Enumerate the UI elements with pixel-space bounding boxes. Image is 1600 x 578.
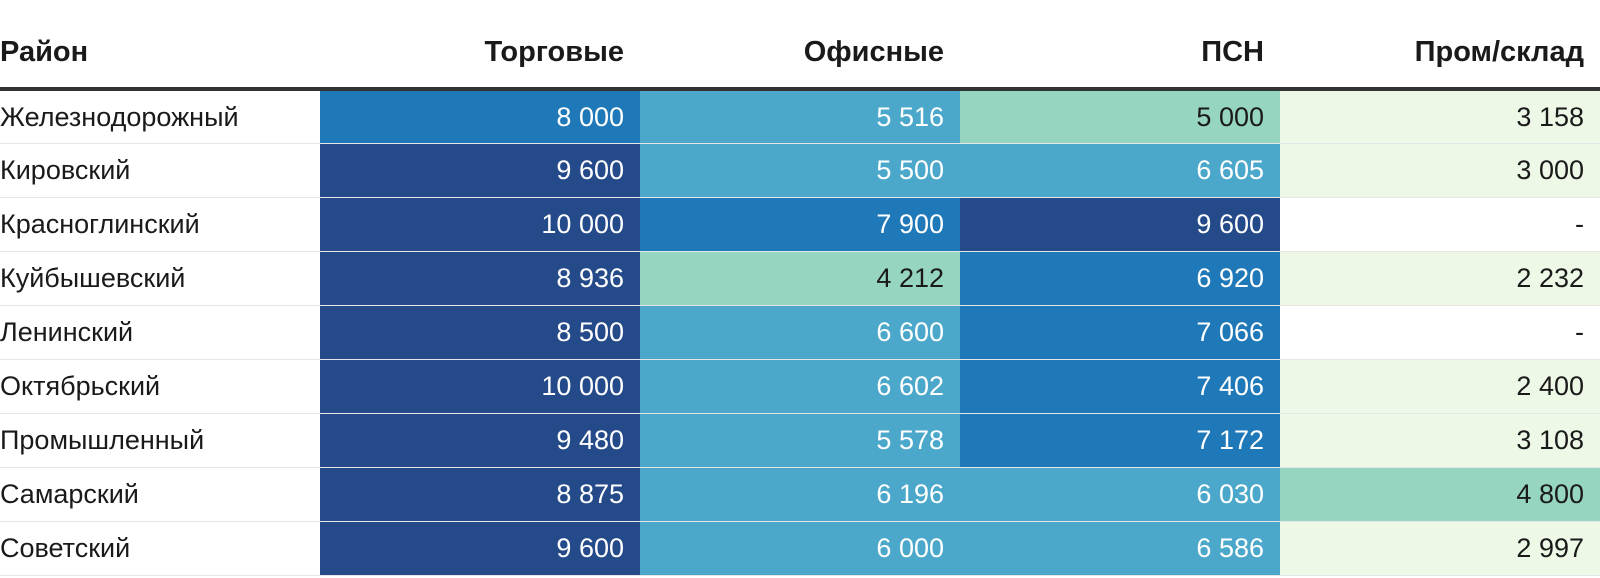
cell-office: 6 196 xyxy=(640,467,960,522)
cell-psn: 6 605 xyxy=(960,143,1280,198)
table-row: Советский 9 600 6 000 6 586 2 997 xyxy=(0,521,1600,576)
cell-district: Железнодорожный xyxy=(0,89,320,144)
cell-retail: 8 500 xyxy=(320,305,640,360)
cell-district: Красноглинский xyxy=(0,197,320,252)
cell-industrial-warehouse: 2 400 xyxy=(1280,359,1600,414)
cell-psn: 5 000 xyxy=(960,89,1280,144)
cell-industrial-warehouse: 3 108 xyxy=(1280,413,1600,468)
table-header: Район Торговые Офисные ПСН Пром/склад xyxy=(0,0,1600,91)
cell-office: 6 602 xyxy=(640,359,960,414)
cell-psn: 6 586 xyxy=(960,521,1280,576)
column-header-retail: Торговые xyxy=(320,0,640,91)
column-header-district: Район xyxy=(0,0,320,91)
cell-industrial-warehouse: 3 000 xyxy=(1280,143,1600,198)
column-header-industrial-warehouse: Пром/склад xyxy=(1280,0,1600,91)
table-row: Ленинский 8 500 6 600 7 066- xyxy=(0,305,1600,360)
cell-district: Советский xyxy=(0,521,320,576)
cell-retail: 8 936 xyxy=(320,251,640,306)
cell-office: 5 516 xyxy=(640,89,960,144)
cell-industrial-warehouse: 2 997 xyxy=(1280,521,1600,576)
cell-industrial-warehouse: - xyxy=(1280,197,1600,252)
table-row: Куйбышевский 8 936 4 212 6 920 2 232 xyxy=(0,251,1600,306)
cell-district: Самарский xyxy=(0,467,320,522)
cell-office: 5 500 xyxy=(640,143,960,198)
cell-retail: 8 000 xyxy=(320,89,640,144)
cell-district: Кировский xyxy=(0,143,320,198)
table-row: Октябрьский 10 000 6 602 7 406 2 400 xyxy=(0,359,1600,414)
cell-psn: 7 172 xyxy=(960,413,1280,468)
cell-retail: 10 000 xyxy=(320,197,640,252)
column-header-psn: ПСН xyxy=(960,0,1280,91)
cell-industrial-warehouse: 4 800 xyxy=(1280,467,1600,522)
cell-retail: 9 480 xyxy=(320,413,640,468)
table-row: Красноглинский 10 000 7 900 9 600- xyxy=(0,197,1600,252)
cell-industrial-warehouse: - xyxy=(1280,305,1600,360)
cell-office: 6 000 xyxy=(640,521,960,576)
cell-district: Куйбышевский xyxy=(0,251,320,306)
column-header-office: Офисные xyxy=(640,0,960,91)
table-body: Железнодорожный 8 000 5 516 5 000 3 158 Киров… xyxy=(0,89,1600,576)
cell-psn: 9 600 xyxy=(960,197,1280,252)
table-row: Самарский 8 875 6 196 6 030 4 800 xyxy=(0,467,1600,522)
table-row: Кировский 9 600 5 500 6 605 3 000 xyxy=(0,143,1600,198)
cell-district: Октябрьский xyxy=(0,359,320,414)
cell-industrial-warehouse: 3 158 xyxy=(1280,89,1600,144)
cell-industrial-warehouse: 2 232 xyxy=(1280,251,1600,306)
cell-psn: 7 406 xyxy=(960,359,1280,414)
cell-psn: 6 920 xyxy=(960,251,1280,306)
cell-office: 7 900 xyxy=(640,197,960,252)
header-row: Район Торговые Офисные ПСН Пром/склад xyxy=(0,0,1600,91)
cell-office: 4 212 xyxy=(640,251,960,306)
cell-psn: 6 030 xyxy=(960,467,1280,522)
cell-district: Промышленный xyxy=(0,413,320,468)
cell-office: 6 600 xyxy=(640,305,960,360)
table-row: Промышленный 9 480 5 578 7 172 3 108 xyxy=(0,413,1600,468)
table-row: Железнодорожный 8 000 5 516 5 000 3 158 xyxy=(0,89,1600,144)
cell-office: 5 578 xyxy=(640,413,960,468)
cell-retail: 9 600 xyxy=(320,143,640,198)
cell-psn: 7 066 xyxy=(960,305,1280,360)
cell-district: Ленинский xyxy=(0,305,320,360)
cell-retail: 9 600 xyxy=(320,521,640,576)
cell-retail: 8 875 xyxy=(320,467,640,522)
cell-retail: 10 000 xyxy=(320,359,640,414)
